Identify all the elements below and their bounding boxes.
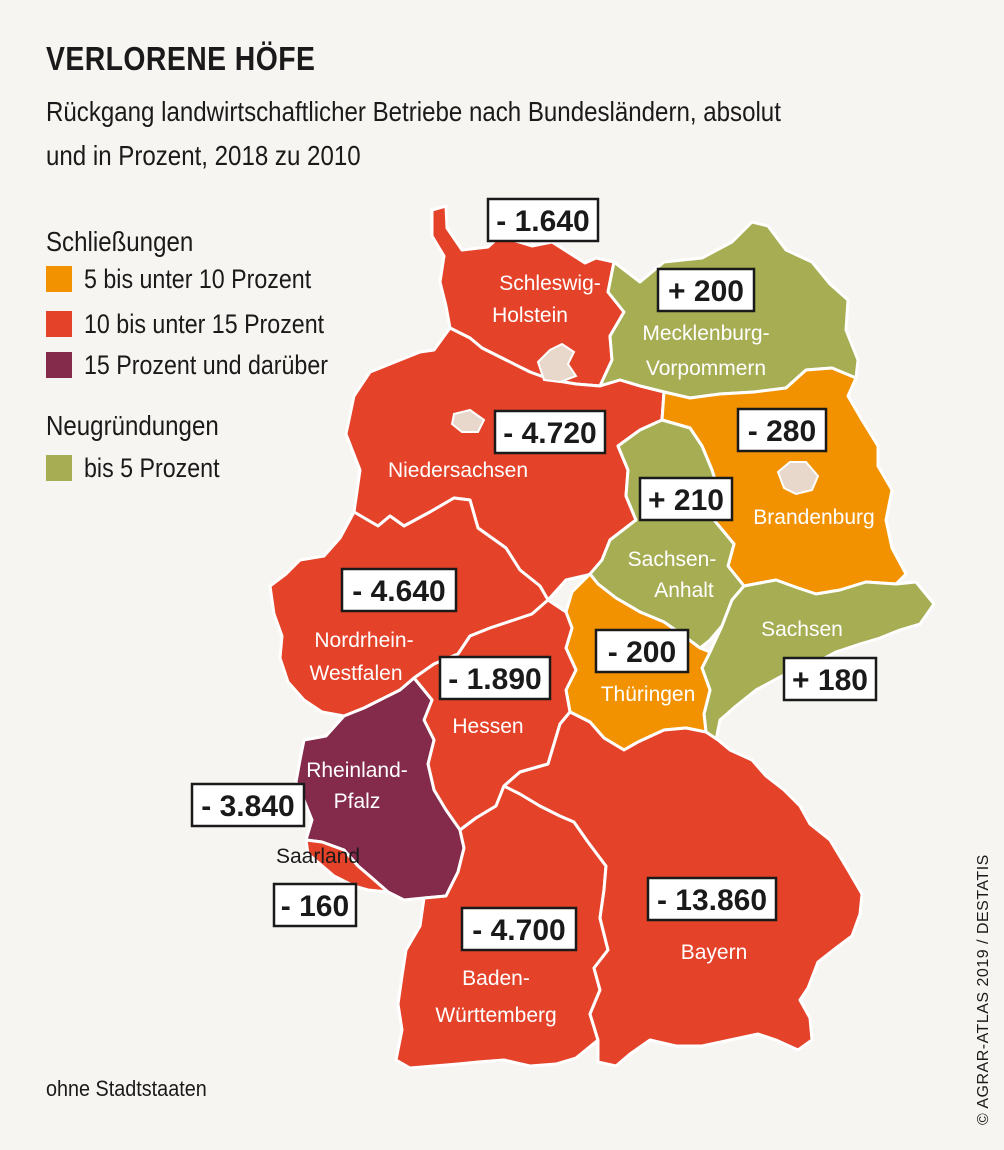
state-name-sn: Sachsen bbox=[761, 618, 843, 641]
state-name-by: Bayern bbox=[681, 941, 748, 964]
state-name-ni: Niedersachsen bbox=[388, 459, 528, 482]
value-box-mv bbox=[656, 267, 756, 313]
state-name-bw: Baden- bbox=[462, 967, 530, 990]
chart-title: VERLORENE HÖFE bbox=[46, 40, 316, 77]
state-region-ni bbox=[344, 326, 666, 602]
footnote: ohne Stadtstaaten bbox=[46, 1076, 207, 1101]
legend-item-founding: bis 5 Prozent bbox=[46, 453, 242, 483]
city-state-region bbox=[450, 408, 486, 433]
state-name-rp: Rheinland- bbox=[306, 759, 408, 782]
legend-item-15-plus: 15 Prozent und darüber bbox=[46, 350, 368, 380]
value-label-nw: - 4.640 bbox=[352, 575, 445, 608]
value-label-sh: - 1.640 bbox=[496, 205, 589, 238]
value-box-rp bbox=[190, 782, 306, 828]
state-name-rp: Pfalz bbox=[334, 790, 381, 813]
legend-swatch-purple bbox=[46, 352, 72, 378]
legend-item-10-15: 10 bis unter 15 Prozent bbox=[46, 309, 363, 339]
state-name-nw: Westfalen bbox=[310, 662, 403, 685]
legend-swatch-orange bbox=[46, 266, 72, 292]
legend-item-5-10: 5 bis unter 10 Prozent bbox=[46, 264, 348, 294]
value-label-by: - 13.860 bbox=[657, 884, 767, 917]
value-box-bb bbox=[736, 407, 828, 453]
value-label-ni: - 4.720 bbox=[503, 417, 596, 450]
legend-closures-heading: Schließungen bbox=[46, 226, 194, 257]
state-name-sh: Schleswig- bbox=[499, 272, 601, 295]
state-name-th: Thüringen bbox=[601, 683, 696, 706]
state-region-sl bbox=[304, 838, 390, 894]
legend-swatch-green bbox=[46, 455, 72, 481]
legend-swatch-red bbox=[46, 311, 72, 337]
value-box-sh bbox=[486, 197, 600, 243]
value-label-he: - 1.890 bbox=[448, 663, 541, 696]
state-name-mv: Mecklenburg- bbox=[642, 322, 769, 345]
state-name-st: Sachsen- bbox=[628, 548, 717, 571]
value-label-th: - 200 bbox=[608, 636, 676, 669]
value-label-bw: - 4.700 bbox=[472, 914, 565, 947]
value-label-bb: - 280 bbox=[748, 415, 816, 448]
state-name-sl: Saarland bbox=[276, 845, 360, 868]
state-name-mv: Vorpommern bbox=[646, 357, 766, 380]
value-box-th bbox=[594, 628, 690, 674]
value-box-sn bbox=[782, 656, 878, 702]
value-box-st bbox=[638, 476, 734, 522]
value-box-ni bbox=[493, 409, 607, 455]
legend-foundings-heading: Neugründungen bbox=[46, 410, 219, 441]
chart-subtitle: Rückgang landwirtschaftlicher Betriebe n… bbox=[46, 96, 781, 171]
source-credit: © AGRAR-ATLAS 2019 / DESTATIS bbox=[975, 854, 992, 1125]
value-box-by bbox=[646, 876, 778, 922]
value-label-mv: + 200 bbox=[668, 275, 744, 308]
value-box-nw bbox=[340, 567, 458, 613]
state-name-sh: Holstein bbox=[492, 304, 568, 327]
state-name-st: Anhalt bbox=[654, 579, 714, 602]
city-state-region bbox=[776, 461, 820, 496]
state-name-bw: Württemberg bbox=[435, 1004, 556, 1027]
value-label-st: + 210 bbox=[648, 484, 724, 517]
value-label-sl: - 160 bbox=[281, 890, 349, 923]
legend-label: 15 Prozent und darüber bbox=[84, 349, 328, 380]
value-label-rp: - 3.840 bbox=[201, 790, 294, 823]
value-box-bw bbox=[460, 906, 578, 952]
value-box-he bbox=[438, 655, 552, 701]
value-box-sl bbox=[272, 882, 358, 928]
legend-label: 10 bis unter 15 Prozent bbox=[84, 308, 325, 339]
state-name-bb: Brandenburg bbox=[753, 506, 874, 529]
value-label-sn: + 180 bbox=[792, 664, 868, 697]
state-name-he: Hessen bbox=[452, 715, 523, 738]
city-state-region bbox=[536, 342, 578, 384]
state-name-nw: Nordrhein- bbox=[314, 629, 413, 652]
legend-label: bis 5 Prozent bbox=[84, 452, 220, 483]
legend-label: 5 bis unter 10 Prozent bbox=[84, 263, 312, 294]
